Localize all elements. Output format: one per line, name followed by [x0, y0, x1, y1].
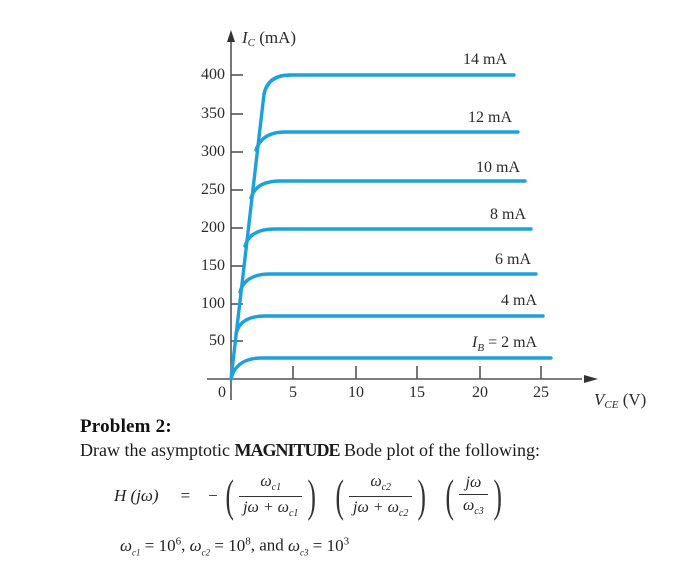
- curve-label-2ma: IB = 2 mA: [472, 334, 538, 355]
- minus-sign: −: [208, 486, 218, 505]
- factor-1: ωc1 jω + ωc1: [239, 473, 303, 519]
- x-tick-label: 20: [472, 384, 488, 401]
- equation-lhs: H (jω): [114, 486, 159, 505]
- constant-wc1: ωc1 = 106: [120, 535, 182, 558]
- problem-title: Problem 2:: [80, 416, 172, 437]
- constant-wc3: ωc3 = 103: [288, 535, 350, 558]
- curve-12ma: [254, 130, 520, 152]
- factor-2: ωc2 jω + ωc2: [349, 473, 413, 519]
- y-tick-label: 350: [201, 105, 225, 122]
- x-tick-label: 10: [348, 384, 364, 401]
- y-tick-label: 300: [201, 143, 225, 160]
- curve-6ma: [238, 272, 538, 294]
- curve-label-4ma: 4 mA: [501, 292, 537, 309]
- y-tick-label: 200: [201, 219, 225, 236]
- right-paren: ): [417, 470, 427, 521]
- x-axis-title: VCE (V): [594, 390, 647, 411]
- saturation-line: [229, 73, 292, 381]
- y-tick-label: 50: [209, 332, 225, 349]
- constants-line: ωc1 = 106, ωc2 = 108, and ωc3 = 103: [120, 535, 350, 558]
- curve-label-12ma: 12 mA: [468, 109, 512, 126]
- left-paren: (: [335, 470, 344, 521]
- left-paren: (: [225, 470, 234, 521]
- x-axis-arrow-icon: [584, 375, 598, 383]
- constant-wc2: ωc2 = 108: [189, 535, 251, 558]
- x-tick-label: 0: [218, 384, 226, 401]
- y-axis-title: IC (mA): [242, 28, 297, 49]
- curve-4ma: [234, 314, 545, 336]
- y-tick-label: 100: [201, 295, 225, 312]
- chart-svg: [207, 30, 598, 400]
- axes: [207, 30, 598, 400]
- curve-10ma: [249, 179, 527, 200]
- x-tick-label: 25: [533, 384, 549, 401]
- characteristic-curves: [229, 73, 553, 381]
- curve-label-6ma: 6 mA: [495, 251, 531, 268]
- y-axis-arrow-icon: [227, 30, 235, 42]
- transistor-characteristic-figure: IC (mA) VCE (V) 400 350 300 250 200 150 …: [201, 28, 647, 411]
- right-paren: ): [493, 470, 502, 521]
- right-paren: ): [307, 470, 317, 521]
- problem-instruction: Draw the asymptotic MAGNITUDE Bode plot …: [80, 440, 540, 460]
- y-tick-label: 150: [201, 257, 225, 274]
- curve-label-14ma: 14 mA: [463, 51, 507, 68]
- transfer-function-equation: H (jω) = − ( ωc1 jω + ωc1 ) ( ωc2 jω + ω…: [114, 468, 505, 524]
- curve-label-8ma: 8 mA: [490, 206, 526, 223]
- curve-2ma: [229, 356, 553, 381]
- curve-label-10ma: 10 mA: [476, 159, 520, 176]
- y-tick-label: 250: [201, 181, 225, 198]
- factor-3: jω ωc3: [459, 474, 488, 518]
- left-paren: (: [445, 470, 454, 521]
- emphasis-magnitude: MAGNITUDE: [234, 440, 340, 460]
- y-tick-label: 400: [201, 66, 225, 83]
- x-tick-label: 5: [289, 384, 297, 401]
- equals-sign: =: [180, 486, 191, 505]
- curve-14ma: [262, 73, 516, 96]
- curve-8ma: [243, 227, 533, 248]
- x-tick-label: 15: [409, 384, 425, 401]
